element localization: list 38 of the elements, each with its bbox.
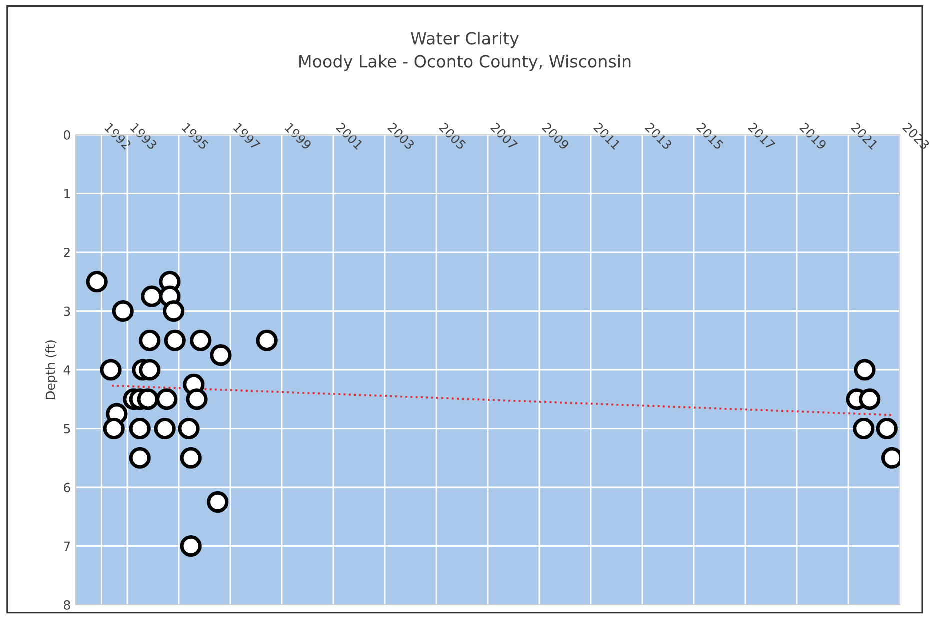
point [207, 491, 229, 513]
point [141, 286, 163, 308]
y-tick-label: 8 [64, 600, 70, 610]
point [853, 418, 875, 440]
y-tick-label: 7 [64, 542, 70, 551]
point [163, 300, 185, 322]
point [876, 418, 898, 440]
point [180, 447, 202, 469]
point [190, 330, 212, 352]
y-tick-label: 0 [64, 130, 70, 140]
y-tick-label: 4 [64, 366, 70, 375]
chart-subtitle: Moody Lake - Oconto County, Wisconsin [300, 54, 631, 72]
point [256, 330, 278, 352]
point [112, 300, 134, 322]
y-axis-title: Depth (ft) [46, 340, 58, 400]
chart-title: Water Clarity [411, 32, 519, 48]
point [210, 344, 232, 366]
y-tick-label: 2 [64, 248, 70, 258]
point [139, 359, 161, 381]
point [186, 388, 208, 410]
y-tick-label: 3 [64, 306, 70, 316]
point [139, 330, 161, 352]
y-tick-label: 1 [64, 189, 70, 198]
point [859, 388, 881, 410]
point [178, 418, 200, 440]
point [854, 359, 876, 381]
point [86, 271, 108, 293]
point [129, 418, 151, 440]
point [164, 330, 186, 352]
point [156, 388, 178, 410]
point [103, 418, 125, 440]
point [100, 359, 122, 381]
y-tick-label: 6 [64, 482, 70, 492]
point [154, 418, 176, 440]
point [180, 535, 202, 558]
point [137, 388, 159, 410]
point [129, 447, 151, 469]
y-tick-label: 5 [64, 424, 70, 434]
